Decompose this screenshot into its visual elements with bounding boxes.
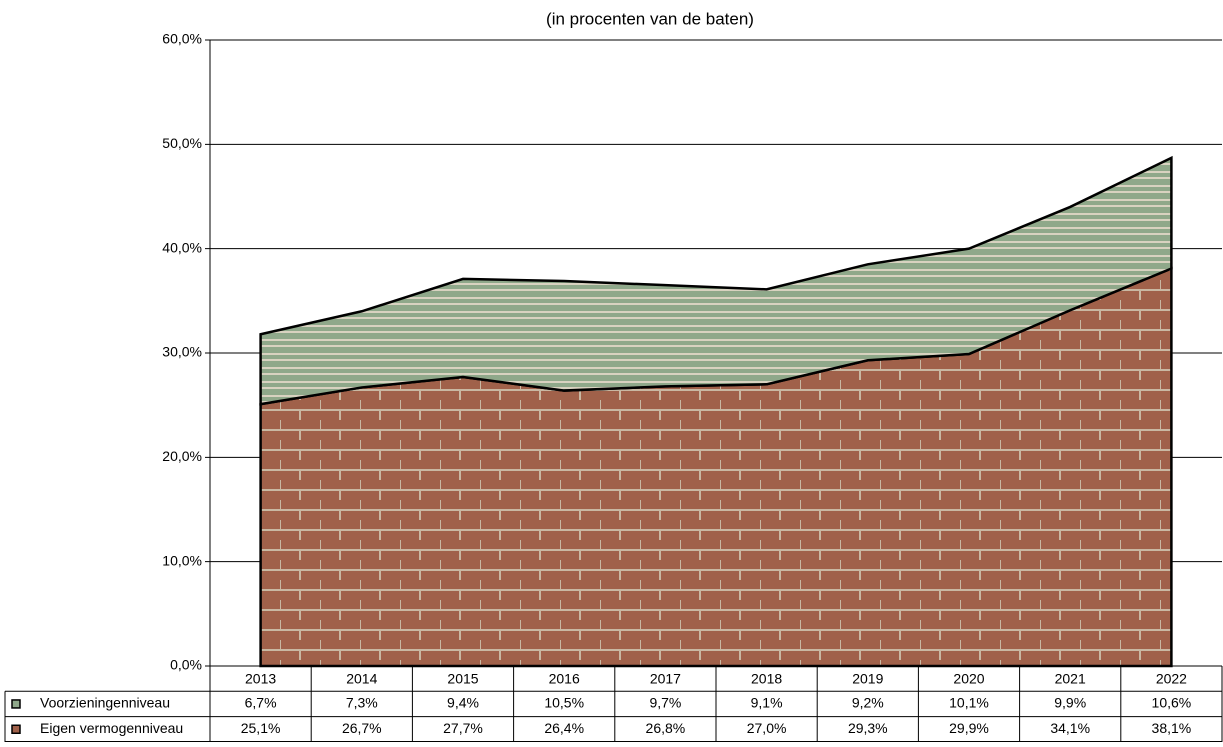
x-tick-label: 2013 — [245, 670, 276, 686]
table-value: 26,7% — [342, 720, 382, 736]
x-tick-label: 2018 — [751, 670, 782, 686]
table-value: 38,1% — [1152, 720, 1192, 736]
y-tick-label: 0,0% — [170, 657, 202, 673]
x-tick-label: 2020 — [953, 670, 984, 686]
legend-marker — [11, 724, 21, 734]
x-tick-label: 2021 — [1055, 670, 1086, 686]
table-value: 7,3% — [346, 695, 378, 711]
y-tick-label: 20,0% — [162, 448, 202, 464]
table-value: 9,7% — [649, 695, 681, 711]
table-value: 26,4% — [544, 720, 584, 736]
table-value: 25,1% — [241, 720, 281, 736]
table-value: 9,9% — [1054, 695, 1086, 711]
y-tick-label: 10,0% — [162, 552, 202, 568]
table-value: 6,7% — [245, 695, 277, 711]
x-tick-label: 2015 — [447, 670, 478, 686]
table-value: 26,8% — [646, 720, 686, 736]
chart-title: (in procenten van de baten) — [546, 9, 754, 28]
table-value: 27,7% — [443, 720, 483, 736]
table-value: 10,6% — [1152, 695, 1192, 711]
table-value: 9,4% — [447, 695, 479, 711]
table-value: 9,2% — [852, 695, 884, 711]
legend-label: Voorzieningenniveau — [40, 695, 170, 711]
table-value: 29,3% — [848, 720, 888, 736]
legend-label: Eigen vermogenniveau — [40, 720, 183, 736]
y-tick-label: 50,0% — [162, 135, 202, 151]
x-tick-label: 2019 — [852, 670, 883, 686]
x-tick-label: 2017 — [650, 670, 681, 686]
table-value: 34,1% — [1050, 720, 1090, 736]
table-value: 29,9% — [949, 720, 989, 736]
area — [259, 155, 1173, 406]
x-tick-label: 2016 — [549, 670, 580, 686]
y-tick-label: 60,0% — [162, 31, 202, 47]
table-value: 10,5% — [544, 695, 584, 711]
y-tick-label: 30,0% — [162, 344, 202, 360]
table-value: 27,0% — [747, 720, 787, 736]
x-tick-label: 2022 — [1156, 670, 1187, 686]
legend-marker — [11, 699, 21, 709]
y-tick-label: 40,0% — [162, 239, 202, 255]
table-value: 10,1% — [949, 695, 989, 711]
x-tick-label: 2014 — [346, 670, 377, 686]
table-value: 9,1% — [751, 695, 783, 711]
